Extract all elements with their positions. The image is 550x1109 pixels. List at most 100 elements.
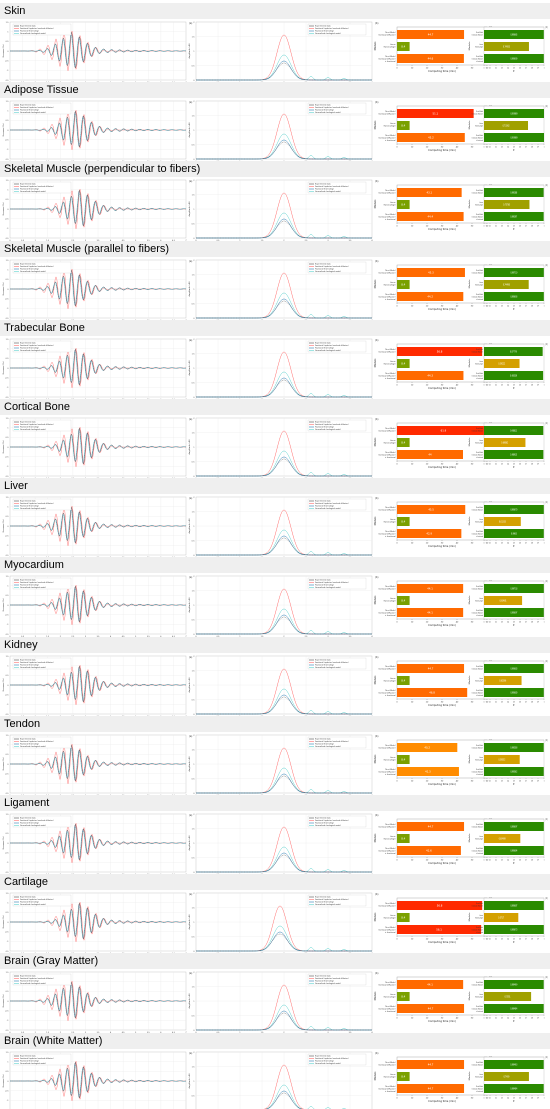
- category-label: Linear: [479, 1072, 483, 1076]
- x-tick-label: 0: [396, 939, 398, 941]
- category-label: (nonlocal diffusion): [378, 34, 396, 36]
- category-label: Linear: [479, 597, 483, 601]
- category-label: Next Model: [385, 55, 396, 58]
- y-axis-label: Models: [373, 516, 377, 526]
- x-tick-label: 0.2: [495, 147, 497, 149]
- x-tick-label: 0.4: [507, 1018, 509, 1020]
- computing-time-chart: 0 10 20 30 40 50 60 Computing time (min) Models (…: [373, 26, 492, 73]
- y-axis-label: Amplitude (dB): [188, 756, 191, 771]
- x-tick-label: 50: [471, 1097, 474, 1099]
- legend-entry: Generalized rheological model: [315, 270, 341, 273]
- y-axis-label: Pressure (Pa): [2, 678, 5, 691]
- time-bar-value: 42.9: [426, 532, 432, 536]
- x-tick-label: 0.5: [513, 543, 515, 545]
- legend-entry: Fractional Kelvin-Voigt: [315, 426, 334, 429]
- time-bar-value: 46.8: [429, 690, 435, 694]
- series-fractional-laplacian: [10, 901, 186, 943]
- x-tick-label: 20: [426, 780, 429, 782]
- x-tick-label: 50: [471, 305, 474, 307]
- y-tick-label: -1.5: [5, 80, 9, 82]
- tissue-section: Kidney00.511.522.533.544.555.566.571.510…: [0, 636, 550, 720]
- panel-label: (a): [189, 735, 192, 738]
- x-tick-label: 60: [486, 543, 489, 545]
- y-tick-label: 0: [193, 872, 195, 874]
- y-tick-label: -0.5: [5, 140, 9, 142]
- y-tick-label: 1.5: [192, 36, 195, 38]
- tissue-section: Trabecular Bone00.511.522.533.544.555.56…: [0, 319, 550, 403]
- x-tick-label: 20: [426, 226, 429, 228]
- y-axis-label: Pressure (Pa): [2, 995, 5, 1008]
- y-tick-label: 1: [193, 843, 194, 845]
- panel-label: (b): [375, 1052, 378, 1055]
- y-tick-label: -0.5: [5, 536, 9, 538]
- legend-box: [12, 261, 72, 273]
- category-label: Linear: [479, 201, 483, 205]
- x-tick-label: 0.5: [513, 67, 515, 69]
- category-label: (Kelvin-Voigt): [384, 45, 396, 48]
- y-tick-label: 0: [193, 397, 195, 399]
- x-tick-label: 0.3: [501, 226, 503, 228]
- x-axis-label: Computing time (min): [428, 307, 456, 311]
- category-label: Linear: [390, 677, 396, 680]
- x-tick-label: 0.8: [531, 859, 533, 861]
- legend-entry: Generalized rheological model: [315, 824, 341, 827]
- x-tick-label: 50: [471, 147, 474, 149]
- legend-entry: Experimental data: [315, 25, 331, 28]
- category-label: (nonlocal diffusion): [472, 272, 484, 274]
- legend-entry: Experimental data: [20, 658, 36, 661]
- category-label: (Kelvin-Voigt): [384, 837, 396, 840]
- y-tick-label: -1.5: [5, 159, 9, 161]
- legend-entry: Fractional Laplacian (nonlocal diffusion…: [20, 502, 54, 505]
- y-tick-label: 0.5: [6, 1071, 9, 1073]
- category-label: Next Model: [476, 585, 483, 589]
- r2-bar-value: 0.99710: [510, 272, 517, 274]
- x-tick-label: 0.8: [531, 939, 533, 941]
- x-tick-label: 0: [396, 622, 398, 624]
- x-tick-label: 30: [441, 226, 444, 228]
- r2-bar-value: 0.99397: [510, 217, 517, 219]
- category-label: (Kelvin-Voigt): [384, 996, 396, 999]
- x-tick-label: 0.8: [531, 463, 533, 465]
- time-bar: [397, 505, 466, 515]
- y-tick-label: -0.5: [5, 456, 9, 458]
- time-bar-value: 44.7: [428, 1086, 434, 1090]
- x-tick-label: 0: [484, 1097, 485, 1099]
- legend-entry: Fractional Kelvin-Voigt: [315, 1059, 334, 1062]
- y-axis-label: Models: [373, 1070, 377, 1080]
- x-tick-label: 40: [456, 68, 459, 70]
- category-label: Next Model: [476, 767, 483, 771]
- legend-entry: Generalized rheological model: [20, 349, 46, 352]
- x-tick-label: 0.3: [501, 384, 503, 386]
- time-domain-chart: 00.511.522.533.544.555.566.571.510.50-0.…: [2, 180, 192, 245]
- x-tick-label: 20: [426, 939, 429, 941]
- time-bar-value: 42.6: [426, 849, 432, 853]
- frequency-domain-chart: 00.511.522.533.5421.510.50Frequency (MHz…: [188, 814, 378, 879]
- category-label: (nonlocal diffusion): [378, 58, 396, 60]
- x-tick-label: 0.8: [531, 226, 533, 228]
- legend-entry: Experimental data: [20, 421, 36, 424]
- y-tick-label: 0: [193, 317, 195, 319]
- computing-time-chart: 0 10 20 30 40 50 60 Computing time (min) Models (…: [373, 580, 492, 627]
- x-tick-label: 0: [484, 622, 485, 624]
- r2-bar-value: 0.5717: [498, 918, 504, 920]
- y-tick-label: -1.5: [5, 1030, 9, 1032]
- x-tick-label: 60: [486, 464, 489, 466]
- category-label: (nonlocal diffusion): [378, 193, 396, 195]
- frequency-domain-chart: 00.511.522.533.5421.510.50Frequency (MHz…: [188, 655, 378, 720]
- y-tick-label: 1.5: [192, 749, 195, 751]
- category-label: Next Model: [385, 981, 396, 984]
- x-tick-label: 0.9: [537, 543, 539, 545]
- legend-box: [12, 499, 72, 511]
- y-tick-label: 1: [7, 586, 8, 588]
- y-axis-label: Pressure (Pa): [2, 361, 5, 374]
- time-bar-value: 8.4: [401, 837, 405, 841]
- y-tick-label: -0.5: [5, 60, 9, 62]
- legend-entry: Fractional Kelvin-Voigt: [20, 505, 39, 508]
- y-tick-label: 0.5: [192, 1016, 195, 1018]
- category-label: Next Model: [385, 506, 396, 509]
- x-tick-label: 0: [484, 701, 485, 703]
- computing-time-chart: 0 10 20 30 40 50 60 Computing time (min) Models (…: [373, 976, 492, 1023]
- legend-entry: Generalized rheological model: [20, 111, 46, 114]
